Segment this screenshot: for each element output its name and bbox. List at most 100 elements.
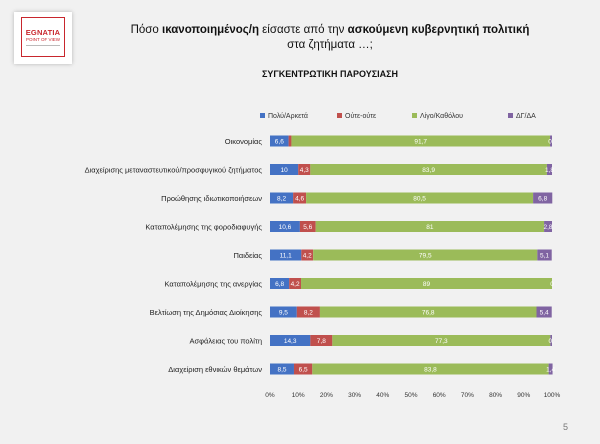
legend-item: Λίγο/Καθόλου	[412, 112, 463, 120]
legend-swatch	[337, 112, 342, 118]
category-label: Καταπολέμησης της φοροδιαφυγής	[145, 223, 262, 232]
legend-label: Ούτε-ούτε	[345, 113, 377, 120]
bar-segment	[288, 135, 292, 147]
category-label: Ασφάλειας του πολίτη	[190, 337, 262, 346]
bar-segment	[291, 135, 551, 147]
category-label: Βελτίωση της Δημόσιας Διοίκησης	[150, 308, 263, 317]
logo-brand: EGNATIA	[25, 28, 61, 37]
x-tick-label: 70%	[461, 392, 474, 399]
legend-item: Ούτε-ούτε	[337, 112, 377, 120]
data-label: 1,4	[546, 367, 555, 374]
bar-segment	[270, 335, 311, 346]
data-label: 6,5	[299, 367, 308, 374]
data-label: 4,6	[295, 196, 304, 203]
category-label: Διαχείρισης μεταναστευτικού/προσφυγικού …	[85, 166, 263, 175]
legend-swatch	[260, 112, 265, 118]
data-label: 8,5	[277, 367, 286, 374]
title-text-2: είσαστε από την	[258, 24, 348, 36]
x-tick-label: 0%	[265, 392, 275, 399]
bar-segment	[550, 135, 552, 147]
logo-frame	[21, 17, 65, 57]
data-label: 83,9	[422, 167, 435, 174]
bar-segment	[319, 306, 537, 318]
x-tick-label: 10%	[292, 392, 305, 399]
data-label: 8,2	[277, 196, 286, 203]
data-label: 77,3	[435, 338, 448, 345]
legend-item: Πολύ/Αρκετά	[260, 112, 308, 120]
title-line-2: στα ζητήματα …;	[287, 39, 373, 51]
x-tick-label: 60%	[433, 392, 446, 399]
data-label: 9,5	[279, 310, 288, 317]
data-label: 5,1	[540, 253, 549, 260]
bar-segment	[315, 221, 545, 232]
bar-segment	[548, 363, 553, 375]
slide-title: Πόσο ικανοποιημένος/η είσαστε από την ασ…	[110, 23, 550, 53]
bar-segment	[270, 135, 289, 147]
bar-segment	[270, 164, 299, 175]
x-tick-label: 30%	[348, 392, 361, 399]
data-label: 6,8	[538, 196, 547, 203]
data-label: 8,2	[304, 310, 313, 317]
data-label: 6,8	[275, 281, 284, 288]
data-label: 6,6	[275, 139, 284, 146]
bar-segment	[270, 249, 302, 261]
bar-segment	[536, 306, 552, 318]
data-label: 10	[280, 167, 288, 174]
page-number: 5	[562, 422, 568, 432]
bar-segment	[270, 221, 300, 232]
x-tick-label: 80%	[489, 392, 502, 399]
category-label: Οικονομίας	[225, 137, 263, 146]
bar-segment	[296, 306, 320, 318]
category-label: Παιδείας	[233, 251, 262, 260]
bar-segment	[293, 192, 307, 204]
legend-swatch	[508, 112, 513, 118]
data-label: 10,6	[279, 224, 292, 231]
bar-segment	[306, 192, 534, 204]
bar-segment	[301, 249, 314, 261]
bar-segment	[550, 335, 552, 346]
data-label: 0,	[548, 139, 554, 146]
bar-segment	[270, 192, 294, 204]
data-label: 5,6	[303, 224, 312, 231]
logo-subtitle: POINT OF VIEW	[26, 37, 60, 42]
data-label: 4,3	[300, 167, 309, 174]
bar-segment	[310, 164, 547, 175]
data-label: 5,4	[540, 310, 549, 317]
bar-segment	[298, 164, 311, 175]
x-tick-label: 20%	[320, 392, 333, 399]
title-text-1: Πόσο	[130, 24, 162, 36]
data-label: 91,7	[414, 139, 427, 146]
data-label: 80,5	[413, 196, 426, 203]
bar-segment	[270, 363, 294, 375]
data-label: 4,2	[291, 281, 300, 288]
egnatia-logo: EGNATIA POINT OF VIEW	[14, 12, 72, 64]
data-label: 83,8	[424, 367, 437, 374]
bar-segment	[301, 278, 552, 289]
data-label: 89	[423, 281, 431, 288]
bar-segment	[310, 335, 333, 346]
x-tick-label: 40%	[376, 392, 389, 399]
category-label: Διαχείριση εθνικών θεμάτων	[168, 365, 262, 374]
bar-segment	[293, 363, 313, 375]
title-bold-2: ασκούμενη κυβερνητική πολιτική	[347, 24, 530, 36]
x-tick-label: 100%	[544, 392, 561, 399]
data-label: 81	[426, 224, 434, 231]
bar-segment	[544, 221, 552, 232]
legend-label: Πολύ/Αρκετά	[268, 113, 308, 120]
legend-label: Λίγο/Καθόλου	[420, 113, 463, 120]
data-label: 0	[550, 281, 554, 288]
data-label: 0,	[548, 338, 554, 345]
legend-swatch	[412, 112, 417, 118]
data-label: 2,8	[544, 224, 553, 231]
legend-label: ΔΓ/ΔΑ	[516, 113, 536, 120]
chart-legend: Πολύ/Αρκετά Ούτε-ούτε Λίγο/Καθόλου ΔΓ/ΔΑ	[260, 112, 560, 125]
x-tick-label: 90%	[517, 392, 530, 399]
legend-item: ΔΓ/ΔΑ	[508, 112, 536, 120]
data-label: 11,1	[280, 253, 293, 260]
bar-segment	[289, 278, 302, 289]
data-label: 7,8	[317, 338, 326, 345]
category-label: Προώθησης ιδιωτικοποιήσεων	[161, 194, 262, 203]
logo-divider	[26, 45, 60, 48]
x-tick-label: 50%	[404, 392, 417, 399]
